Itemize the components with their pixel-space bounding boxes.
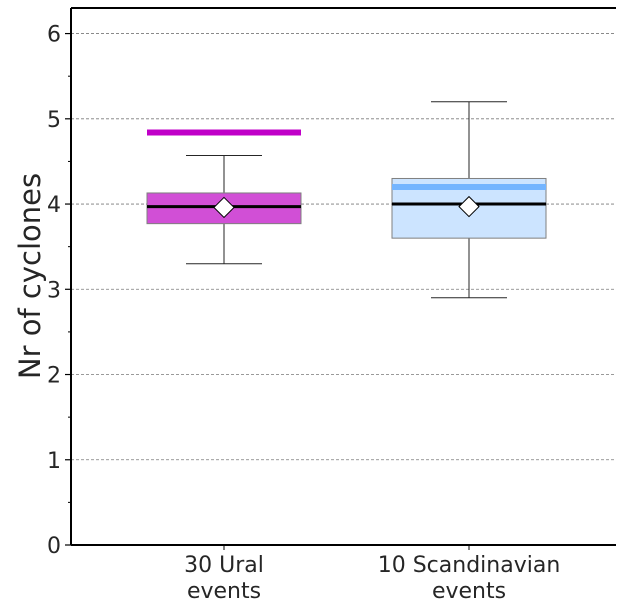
x-tick-label-line: events	[187, 579, 261, 604]
axes	[70, 7, 616, 546]
x-tick-label: 10 Scandinavian events	[378, 553, 561, 604]
y-tick-label: 1	[47, 449, 61, 474]
y-tick-label: 0	[47, 534, 61, 559]
x-tick-label-line: 10 Scandinavian	[378, 553, 561, 578]
mean-marker	[458, 195, 480, 218]
y-axis-ticks: 0 1 2 3 4 5 6	[47, 23, 71, 559]
x-tick-label: 30 Ural events	[184, 553, 264, 604]
y-tick-label: 3	[47, 278, 61, 303]
mean-marker	[213, 196, 235, 219]
x-tick-label-line: events	[432, 579, 506, 604]
y-tick-label: 5	[47, 108, 61, 133]
box-1	[391, 101, 547, 299]
y-tick-label: 6	[47, 23, 61, 48]
y-tick-label: 2	[47, 364, 61, 389]
box-series	[146, 101, 547, 299]
y-tick-label: 4	[47, 193, 61, 218]
y-axis-title: Nr of cyclones	[13, 173, 47, 379]
box-0	[146, 129, 302, 265]
y-gridlines	[71, 33, 616, 461]
x-tick-label-line: 30 Ural	[184, 553, 264, 578]
